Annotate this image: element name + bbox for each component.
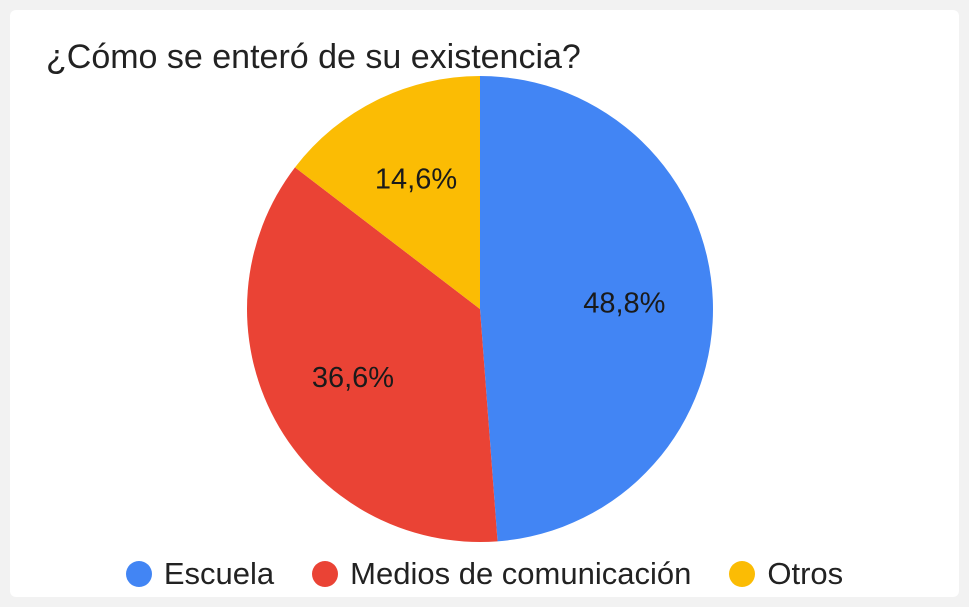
chart-title: ¿Cómo se enteró de su existencia?: [46, 38, 581, 76]
legend-dot-escuela: [125, 561, 152, 587]
legend-label-otros: Otros: [767, 556, 844, 591]
legend: Escuela Medios de comunicación Otros: [10, 556, 959, 592]
legend-item-medios[interactable]: Medios de comunicación: [312, 556, 691, 592]
pie-slice-otros[interactable]: [295, 76, 480, 309]
slice-label-otros: 14,6%: [375, 163, 457, 195]
chart-card: ¿Cómo se enteró de su existencia? 48,8% 3…: [10, 10, 959, 597]
pie-slice-escuela[interactable]: [480, 76, 713, 542]
slice-labels: 48,8% 36,6% 14,6%: [312, 163, 666, 393]
pie-slices: [247, 76, 713, 542]
slice-label-medios: 36,6%: [312, 362, 394, 394]
legend-label-escuela: Escuela: [163, 556, 275, 591]
pie-slice-medios[interactable]: [247, 167, 498, 542]
legend-label-medios: Medios de comunicación: [350, 556, 692, 591]
legend-dot-medios: [312, 561, 339, 587]
pie-chart: 48,8% 36,6% 14,6%: [247, 76, 713, 542]
legend-item-otros[interactable]: Otros: [729, 556, 843, 592]
slice-label-escuela: 48,8%: [583, 288, 665, 320]
legend-dot-otros: [729, 561, 756, 587]
legend-item-escuela[interactable]: Escuela: [125, 556, 275, 592]
